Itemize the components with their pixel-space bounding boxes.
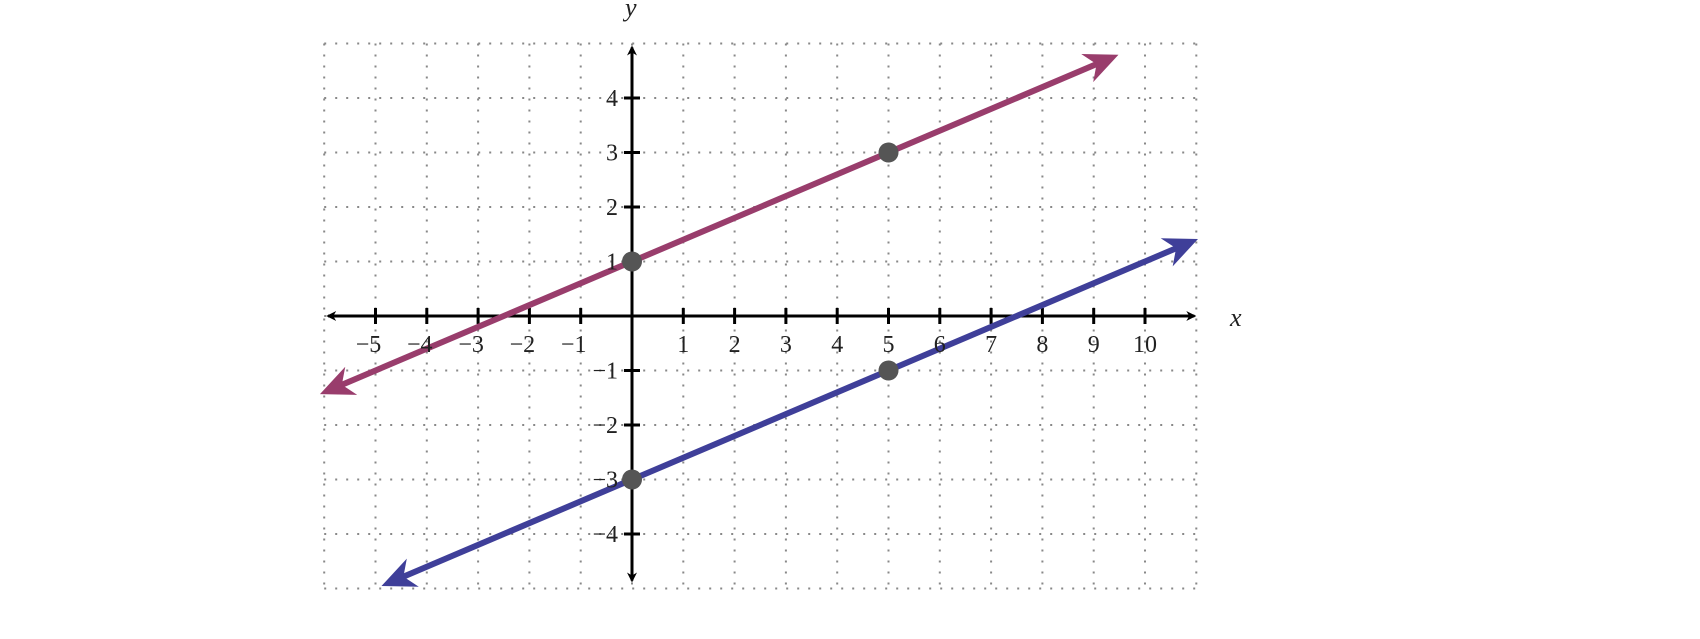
- x-tick-label: 9: [1088, 332, 1100, 358]
- data-point: [878, 360, 899, 381]
- x-axis-label: x: [1229, 303, 1242, 332]
- x-tick-label: 1: [677, 332, 689, 358]
- axes: [326, 45, 1197, 583]
- y-axis-label: y: [622, 0, 637, 22]
- y-tick-label: −4: [592, 522, 618, 548]
- x-tick-label: −3: [458, 332, 484, 358]
- data-point: [622, 469, 642, 490]
- points: [622, 142, 899, 490]
- tick-labels: −5 −4 −3 −2 −1 1 2 3 4 5 6 7 8 9 10 4 3 2 1 −1 −2 −3 −4 x y: [356, 0, 1242, 548]
- x-tick-label: 10: [1133, 332, 1157, 358]
- x-tick-label: 4: [831, 332, 843, 358]
- y-tick-label: 1: [606, 250, 618, 276]
- x-tick-label: 5: [883, 332, 895, 358]
- x-tick-label: 2: [729, 332, 741, 358]
- y-tick-label: 4: [606, 86, 618, 112]
- data-point: [878, 142, 899, 163]
- x-tick-label: 7: [985, 332, 997, 358]
- x-tick-label: −1: [561, 332, 587, 358]
- data-point: [622, 251, 642, 272]
- lines: [319, 53, 1198, 587]
- series-line-2: [381, 238, 1198, 587]
- y-tick-label: 3: [606, 141, 618, 167]
- x-tick-label: 3: [780, 332, 792, 358]
- x-tick-label: 6: [934, 332, 946, 358]
- y-tick-label: −2: [592, 413, 618, 439]
- x-tick-label: −5: [356, 332, 382, 358]
- x-tick-label: −2: [510, 332, 536, 358]
- x-tick-label: −4: [407, 332, 433, 358]
- y-tick-label: −1: [592, 359, 618, 385]
- y-tick-label: −3: [592, 468, 618, 494]
- x-tick-label: 8: [1036, 332, 1048, 358]
- y-tick-label: 2: [606, 195, 618, 221]
